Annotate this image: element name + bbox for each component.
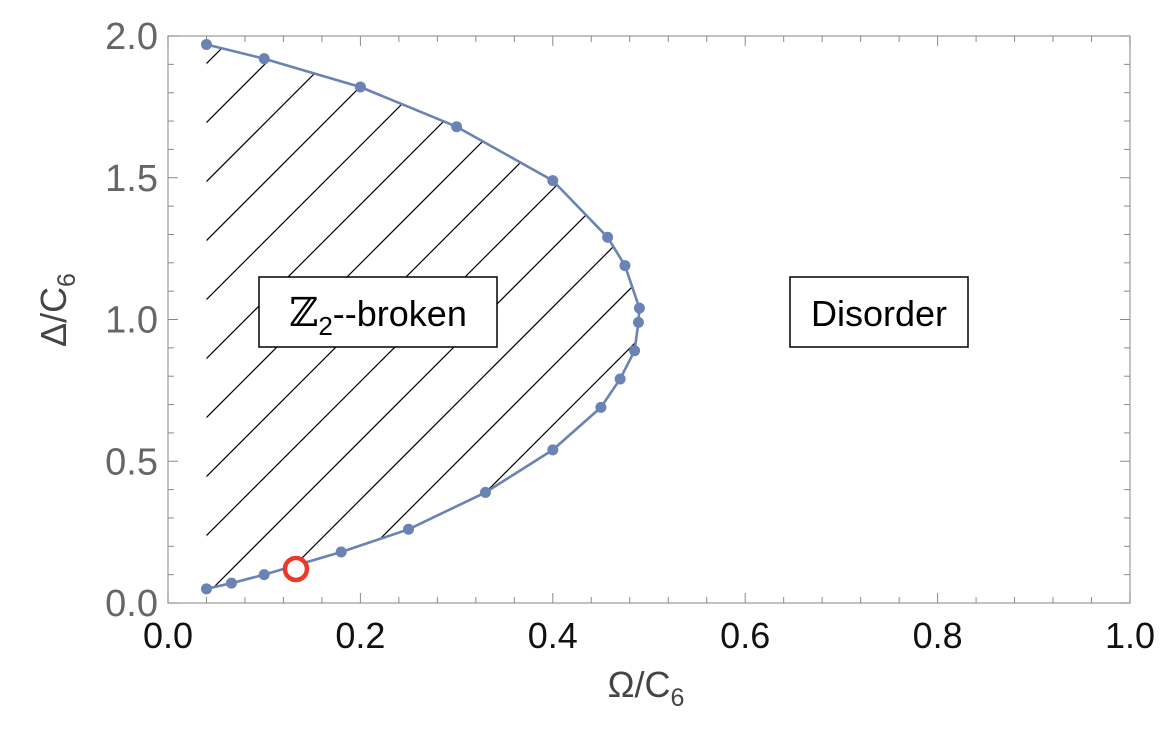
y-tick-label: 1.0 [105, 300, 158, 342]
data-point [614, 373, 626, 385]
x-tick-label: 1.0 [1105, 615, 1155, 656]
hatch-line [206, 44, 327, 589]
hatch-line [206, 44, 209, 589]
x-axis-title-subscript: 6 [671, 684, 685, 712]
data-point [258, 53, 270, 65]
hatch-line [206, 44, 445, 589]
data-point [451, 121, 463, 133]
data-point [595, 401, 607, 413]
series-group [200, 39, 645, 595]
z2-broken-label: ℤ2--broken [258, 276, 498, 348]
z2-broken-label-text: ℤ2--broken [289, 290, 467, 341]
data-point [200, 583, 212, 595]
disorder-label-text: Disorder [811, 293, 947, 334]
y-axis-title: Δ/C6 [33, 273, 81, 347]
y-tick-label: 0.0 [105, 583, 158, 625]
z2-blackboard-symbol: ℤ [289, 290, 318, 336]
y-axis-title-main: Δ/C [33, 287, 74, 347]
data-point [225, 577, 237, 589]
highlighted-point [282, 555, 310, 583]
y-tick-label: 1.5 [105, 158, 158, 200]
y-tick-label: 2.0 [105, 16, 158, 58]
x-tick-labels: 0.0 0.2 0.4 0.6 0.8 1.0 [143, 615, 1155, 656]
x-tick-label: 0.4 [528, 615, 578, 656]
data-point [547, 175, 559, 187]
data-point [632, 316, 644, 328]
z2-suffix: --broken [333, 293, 467, 334]
hatched-region [206, 44, 640, 589]
x-axis-title: Ω/C6 [608, 664, 685, 712]
hatch-line [256, 44, 640, 589]
x-tick-label: 0.0 [143, 615, 193, 656]
x-tick-label: 0.8 [913, 615, 963, 656]
minor-ticks [167, 35, 1131, 604]
data-point [335, 546, 347, 558]
y-tick-label: 0.5 [105, 441, 158, 483]
x-tick-label: 0.2 [335, 615, 385, 656]
disorder-label-box [789, 276, 969, 348]
hatch-line [206, 44, 640, 589]
hatch-line [315, 44, 640, 589]
z2-broken-label-box [258, 276, 498, 348]
data-point [403, 523, 414, 535]
x-axis-title-main: Ω/C [608, 664, 671, 705]
data-point [547, 444, 559, 456]
y-axis-title-subscript: 6 [53, 273, 81, 287]
hatch-line [206, 44, 386, 589]
data-point [629, 345, 641, 357]
data-point [354, 81, 366, 93]
disorder-label: Disorder [789, 276, 969, 348]
x-tick-label: 0.6 [720, 615, 770, 656]
y-tick-labels: 0.0 0.5 1.0 1.5 2.0 [105, 16, 158, 625]
data-point [479, 486, 491, 498]
data-point [602, 231, 614, 243]
data-point [258, 569, 270, 581]
z2-subscript: 2 [318, 311, 332, 341]
data-point [200, 39, 212, 51]
data-point [619, 260, 631, 272]
data-point [633, 302, 645, 314]
